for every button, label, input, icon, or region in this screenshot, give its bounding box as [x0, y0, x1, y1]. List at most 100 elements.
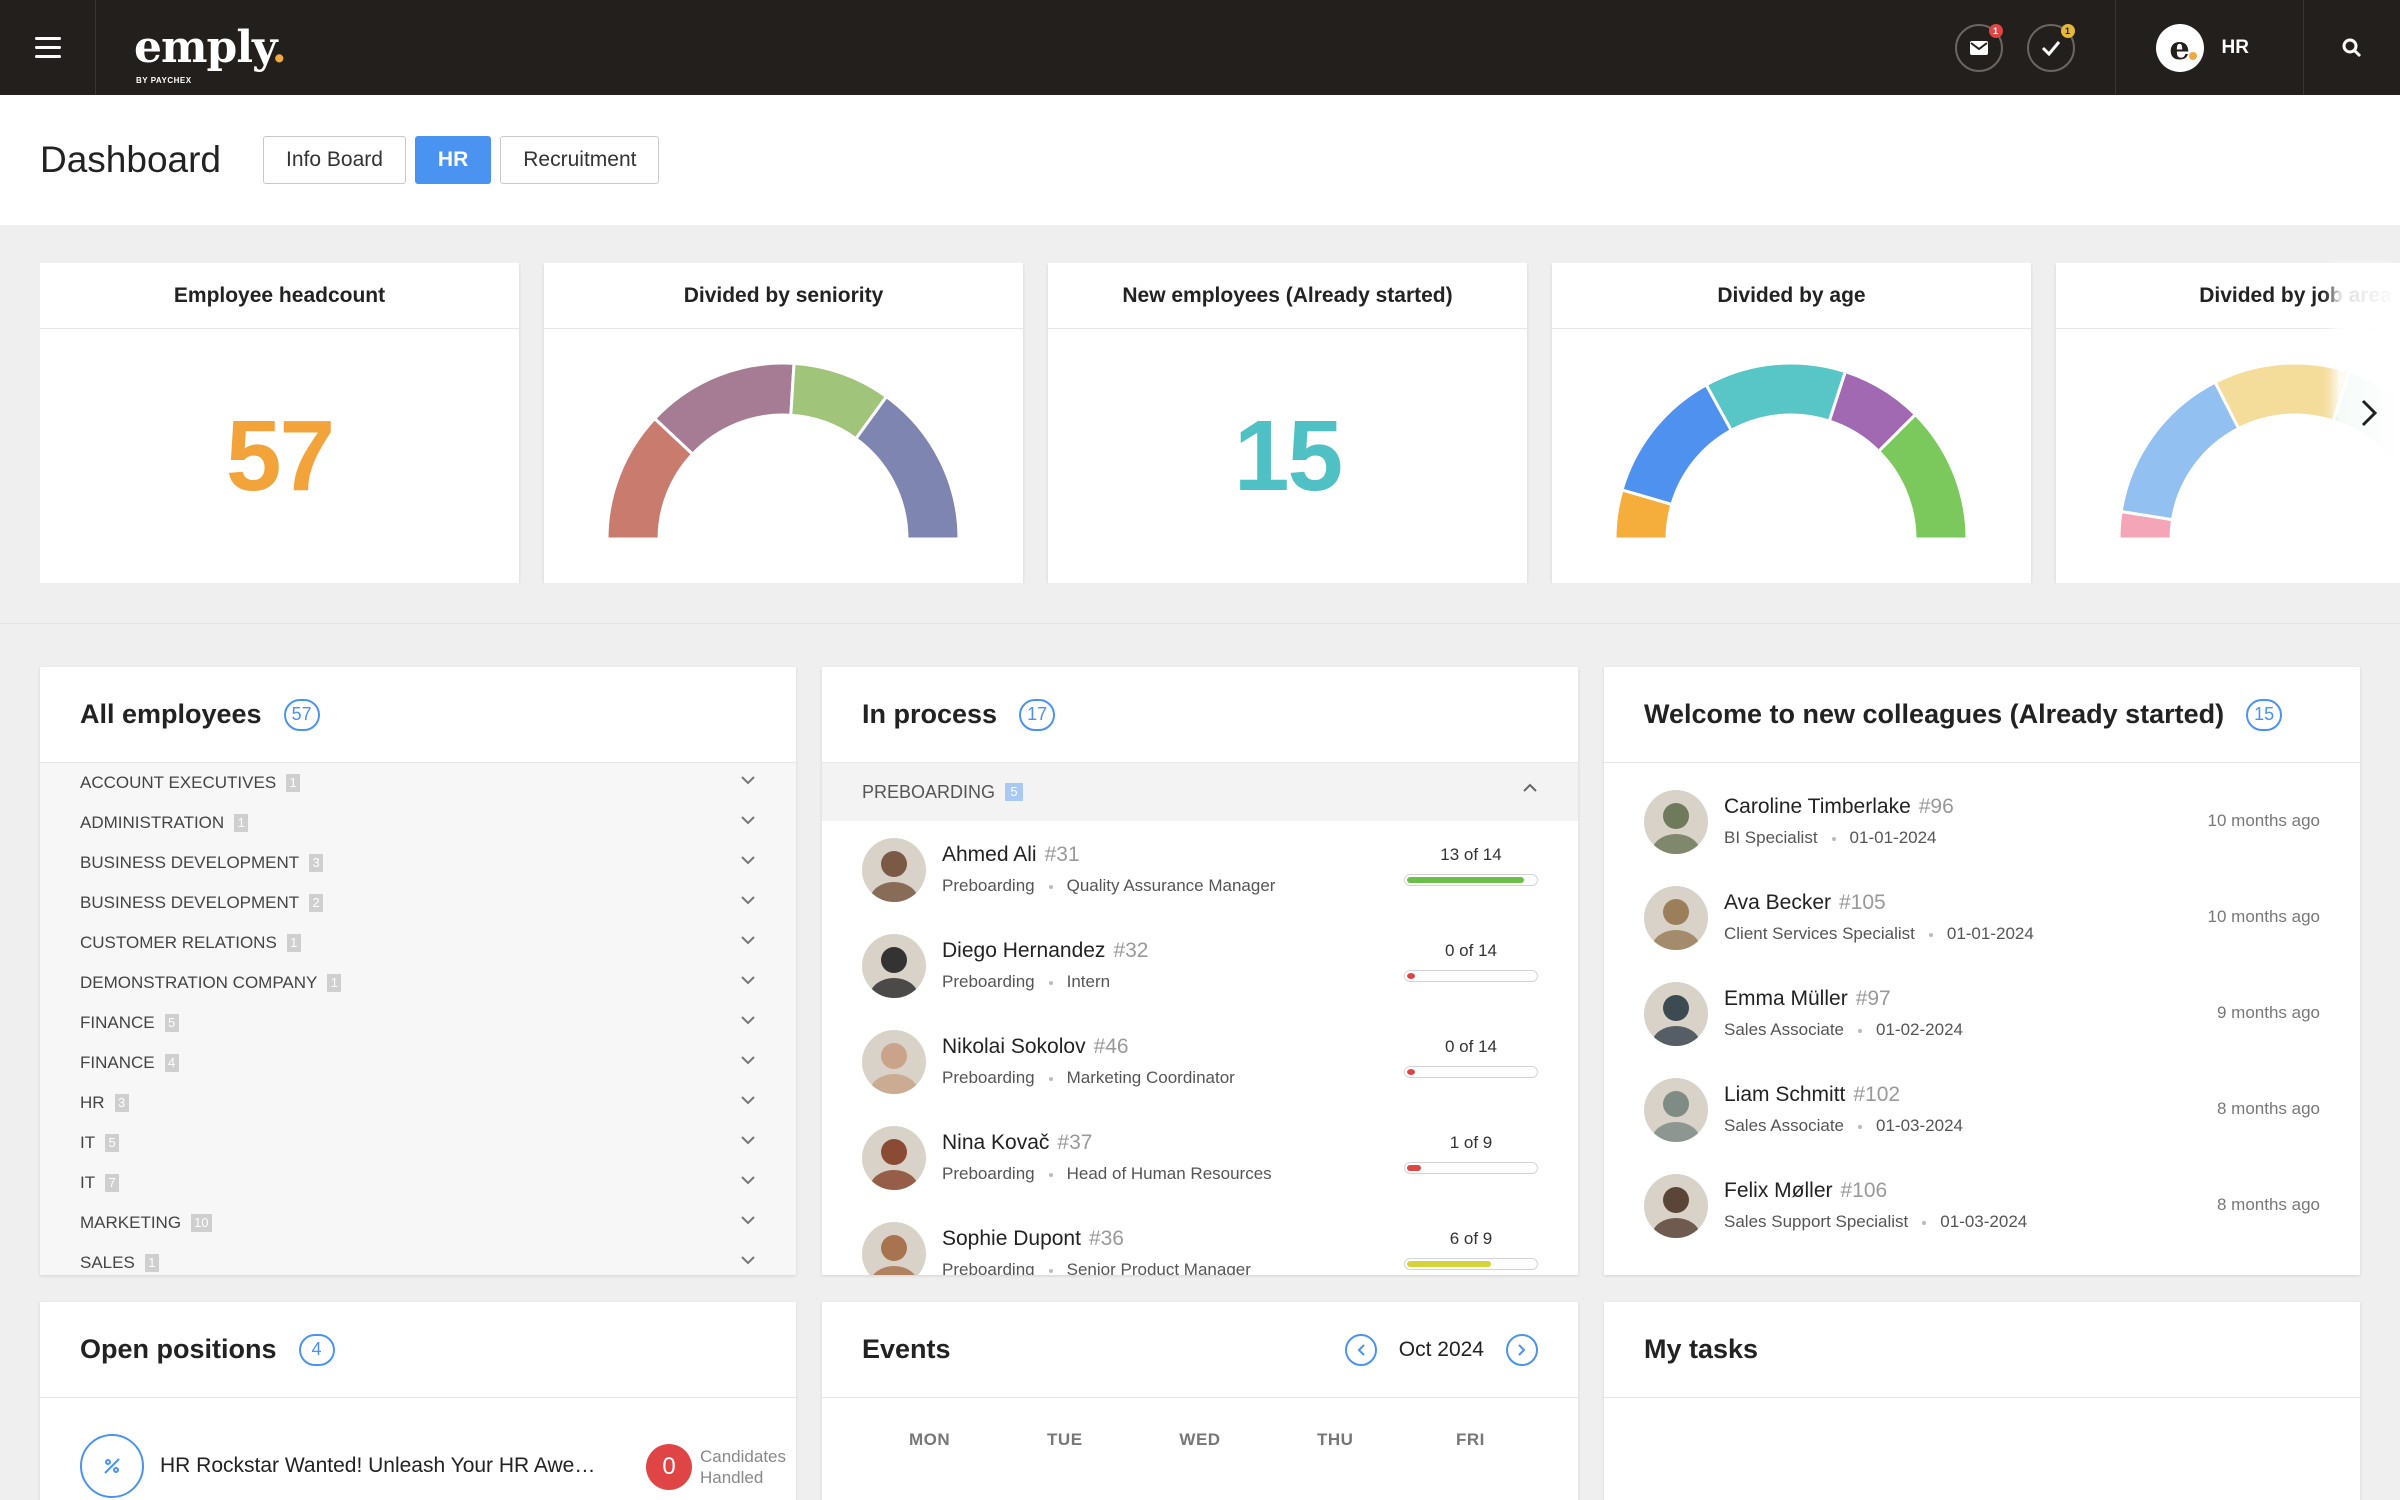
progress-label: 0 of 14 [1445, 1037, 1497, 1056]
tasks-button[interactable]: 1 [2026, 23, 2075, 72]
employee-details: Preboarding Intern [942, 972, 1111, 991]
department-row[interactable]: IT 5 [40, 1123, 796, 1163]
department-row[interactable]: CUSTOMER RELATIONS 1 [40, 923, 796, 963]
new-colleague-row[interactable]: Emma Müller #97 Sales Associate 01-02-2024 9… [1604, 965, 2360, 1061]
open-position-row[interactable]: HR Rockstar Wanted! Unleash Your HR Awes… [80, 1434, 786, 1498]
tab-info-board[interactable]: Info Board [263, 136, 406, 184]
page-header: Dashboard Info Board HR Recruitment [0, 95, 2400, 225]
seniority-segment-3[interactable] [853, 394, 961, 541]
department-row[interactable]: BUSINESS DEVELOPMENT 3 [40, 843, 796, 883]
previous-month-button[interactable] [1344, 1334, 1377, 1366]
new-colleague-row[interactable]: Ava Becker #105 Client Services Specialist… [1604, 869, 2360, 965]
department-row[interactable]: HR 3 [40, 1083, 796, 1123]
kpi-employee-headcount[interactable]: Employee headcount 57 [40, 263, 519, 583]
weekday-label: WED [1179, 1430, 1221, 1449]
tab-recruitment[interactable]: Recruitment [500, 136, 660, 184]
department-row[interactable]: FINANCE 4 [40, 1043, 796, 1083]
age-gauge-chart [1613, 361, 1969, 541]
emply-logo[interactable]: emply. BY PAYCHEX [134, 22, 287, 85]
progress-fill [1407, 973, 1415, 979]
in-process-row[interactable]: Nikolai Sokolov #46 Preboarding Marketing C… [822, 1013, 1578, 1109]
employee-details: Sales Support Specialist 01-03-2024 [1724, 1212, 2028, 1231]
avatar: e [2155, 23, 2204, 72]
count-badge: 15 [2246, 698, 2283, 731]
task-progress: 6 of 9 [1404, 1229, 1538, 1270]
employee-name: Emma Müller #97 [1724, 987, 1891, 1010]
department-row[interactable]: IT 7 [40, 1163, 796, 1203]
new-colleague-row[interactable]: Liam Schmitt #102 Sales Associate 01-03-202… [1604, 1061, 2360, 1157]
search-button[interactable] [2304, 0, 2400, 95]
current-month: Oct 2024 [1398, 1338, 1484, 1361]
task-progress: 0 of 14 [1404, 1037, 1538, 1078]
hamburger-icon [34, 34, 61, 61]
kpi-divided-by-seniority[interactable]: Divided by seniority [544, 263, 1023, 583]
kpi-new-employees[interactable]: New employees (Already started) 15 [1048, 263, 1527, 583]
department-name: DEMONSTRATION COMPANY [80, 973, 318, 992]
chevron-right-icon [2361, 399, 2378, 427]
age-segment-2[interactable] [1704, 361, 1848, 433]
chevron-down-icon [741, 776, 755, 785]
department-row[interactable]: SALES 1 [40, 1243, 796, 1275]
employee-name: Sophie Dupont #36 [942, 1227, 1124, 1250]
department-row[interactable]: ACCOUNT EXECUTIVES 1 [40, 763, 796, 803]
progress-fill [1407, 1165, 1421, 1171]
employee-name: Liam Schmitt #102 [1724, 1083, 1901, 1106]
department-count: 3 [309, 854, 324, 872]
user-label: HR [2221, 36, 2249, 58]
department-row[interactable]: BUSINESS DEVELOPMENT 2 [40, 883, 796, 923]
welcome-new-colleagues-panel: Welcome to new colleagues (Already start… [1604, 667, 2360, 1275]
group-name: PREBOARDING [862, 781, 996, 802]
start-time-ago: 10 months ago [2207, 811, 2320, 830]
progress-fill [1407, 877, 1525, 883]
in-process-row[interactable]: Diego Hernandez #32 Preboarding Intern 0 of … [822, 917, 1578, 1013]
panel-header: Events Oct 2024 [822, 1302, 1578, 1398]
employee-name: Nikolai Sokolov #46 [942, 1035, 1129, 1058]
department-name: MARKETING [80, 1213, 182, 1232]
user-menu[interactable]: e HR [2116, 23, 2303, 72]
carousel-next-button[interactable] [2338, 265, 2400, 561]
all-employees-panel: All employees 57 ACCOUNT EXECUTIVES 1 ADMI… [40, 667, 796, 1275]
department-name: CUSTOMER RELATIONS [80, 933, 277, 952]
next-month-button[interactable] [1506, 1334, 1538, 1366]
panel-title: My tasks [1644, 1334, 1759, 1364]
tab-hr[interactable]: HR [414, 136, 492, 184]
department-row[interactable]: MARKETING 10 [40, 1203, 796, 1243]
employee-details: Preboarding Head of Human Resources [942, 1164, 1272, 1183]
employee-id: #46 [1093, 1035, 1129, 1058]
task-progress: 0 of 14 [1404, 941, 1538, 982]
age-segment-4[interactable] [1876, 412, 1969, 541]
messages-button[interactable]: 1 [1954, 23, 2003, 72]
job-area-segment-2[interactable] [2213, 361, 2352, 431]
new-colleague-row[interactable]: Caroline Timberlake #96 BI Specialist 01-01… [1604, 773, 2360, 869]
count-badge: 57 [283, 698, 320, 731]
in-process-row[interactable]: Nina Kovač #37 Preboarding Head of Human Re… [822, 1109, 1578, 1205]
start-time-ago: 8 months ago [2216, 1195, 2320, 1214]
chevron-down-icon [741, 1136, 755, 1145]
employee-details: Preboarding Senior Product Manager [942, 1260, 1251, 1275]
avatar [1644, 790, 1708, 854]
progress-fill [1407, 1261, 1492, 1267]
department-row[interactable]: DEMONSTRATION COMPANY 1 [40, 963, 796, 1003]
job-area-segment-1[interactable] [2119, 380, 2241, 522]
messages-badge: 1 [1988, 23, 2003, 38]
chevron-down-icon [741, 976, 755, 985]
avatar [862, 838, 926, 902]
new-colleague-row[interactable]: Felix Møller #106 Sales Support Specialist… [1604, 1157, 2360, 1253]
department-count: 2 [309, 894, 324, 912]
position-title: HR Rockstar Wanted! Unleash Your HR Awes… [160, 1454, 600, 1477]
tasks-badge: 1 [2060, 23, 2075, 38]
preboarding-group-header[interactable]: PREBOARDING 5 [822, 763, 1578, 821]
progress-bar [1404, 970, 1538, 982]
department-row[interactable]: ADMINISTRATION 1 [40, 803, 796, 843]
kpi-divided-by-age[interactable]: Divided by age [1552, 263, 2031, 583]
employee-name: Diego Hernandez #32 [942, 939, 1149, 962]
employee-details: Sales Associate 01-02-2024 [1724, 1020, 1963, 1039]
employee-name: Ava Becker #105 [1724, 891, 1886, 914]
progress-bar [1404, 1258, 1538, 1270]
menu-button[interactable] [0, 0, 96, 95]
in-process-row[interactable]: Ahmed Ali #31 Preboarding Quality Assurance… [822, 821, 1578, 917]
in-process-row[interactable]: Sophie Dupont #36 Preboarding Senior Produc… [822, 1205, 1578, 1275]
department-row[interactable]: FINANCE 5 [40, 1003, 796, 1043]
avatar [862, 1126, 926, 1190]
progress-label: 6 of 9 [1449, 1229, 1493, 1248]
